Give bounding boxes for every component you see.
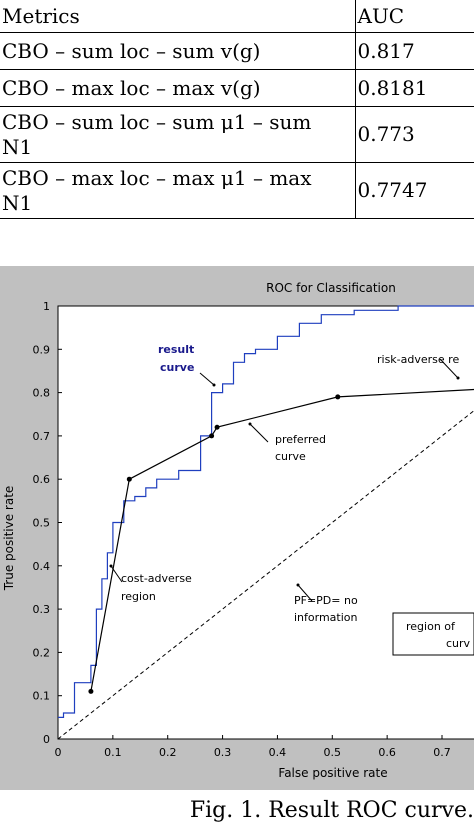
x-tick-label: 0.2 bbox=[159, 746, 177, 759]
annotation-result-curve-1: result bbox=[158, 343, 194, 356]
auc-header: AUC bbox=[354, 0, 474, 33]
y-tick-label: 0.6 bbox=[33, 473, 51, 486]
annotation-preferred-2: curve bbox=[275, 450, 306, 463]
annotation-pfpd-2: information bbox=[294, 611, 358, 624]
data-point bbox=[335, 394, 341, 400]
legend-box bbox=[392, 612, 474, 656]
annotation-arrow-head bbox=[248, 422, 252, 426]
data-point bbox=[88, 688, 94, 694]
annotation-arrow-head bbox=[212, 383, 216, 387]
metric-cell: CBO – sum loc – sum v(g) bbox=[0, 32, 356, 70]
roc-figure: ROC for Classification 0 0.1 0.2 0.3 0.4 0.5 0… bbox=[0, 266, 474, 790]
annotation-cost-adverse-2: region bbox=[121, 590, 156, 603]
x-tick-label: 0.1 bbox=[104, 746, 122, 759]
x-tick-label: 0.4 bbox=[269, 746, 287, 759]
y-tick-label: 0.4 bbox=[33, 560, 51, 573]
annotation-cost-adverse-1: cost-adverse bbox=[121, 572, 192, 585]
y-tick-label: 0 bbox=[43, 733, 50, 746]
annotation-preferred-1: preferred bbox=[275, 433, 326, 446]
annotation-region-of-1: region of bbox=[406, 620, 456, 633]
data-point bbox=[126, 476, 132, 482]
auc-cell: 0.817 bbox=[354, 32, 474, 70]
auc-cell: 0.7747 bbox=[354, 162, 474, 219]
y-tick-label: 1 bbox=[43, 300, 50, 313]
table-row: CBO – sum loc – sum v(g) 0.817 bbox=[0, 32, 474, 70]
annotation-risk-adverse: risk-adverse re bbox=[377, 353, 459, 366]
annotation-arrow bbox=[199, 372, 215, 386]
x-tick-label: 0 bbox=[55, 746, 62, 759]
metrics-header: Metrics bbox=[0, 0, 356, 33]
series-line-0 bbox=[58, 305, 474, 718]
x-tick-label: 0.5 bbox=[324, 746, 342, 759]
y-tick-label: 0.3 bbox=[33, 603, 51, 616]
annotation-arrow-head bbox=[456, 376, 460, 380]
metric-line-2: N1 bbox=[2, 190, 33, 215]
annotation-arrow bbox=[110, 565, 123, 583]
x-tick-label: 0.7 bbox=[433, 746, 451, 759]
figure-caption: Fig. 1. Result ROC curve. bbox=[189, 798, 474, 823]
annotations: result curve risk-adverse re preferred c… bbox=[121, 343, 474, 656]
annotation-arrow-head bbox=[109, 564, 113, 568]
annotation-arrow-head bbox=[296, 583, 300, 587]
metric-cell: CBO – max loc – max v(g) bbox=[0, 69, 356, 107]
y-axis-label: True positive rate bbox=[2, 486, 16, 592]
annotation-result-curve-2: curve bbox=[160, 361, 194, 374]
data-point bbox=[209, 433, 215, 439]
metric-line-1: CBO – max loc – max μ1 – max bbox=[2, 165, 312, 190]
metric-line-1: CBO – sum loc – sum μ1 – sum bbox=[2, 109, 312, 134]
series-line-2 bbox=[57, 410, 474, 740]
x-tick-label: 0.3 bbox=[214, 746, 232, 759]
annotation-arrow bbox=[439, 358, 459, 379]
chart-title: ROC for Classification bbox=[266, 281, 396, 295]
x-axis-label: False positive rate bbox=[278, 766, 387, 780]
data-point bbox=[214, 424, 220, 430]
y-tick-label: 0.5 bbox=[33, 517, 51, 530]
table-row: CBO – max loc – max v(g) 0.8181 bbox=[0, 69, 474, 107]
table-row: CBO – sum loc – sum μ1 – sum N1 0.773 bbox=[0, 106, 474, 163]
annotation-arrow bbox=[297, 584, 313, 602]
table-row: CBO – max loc – max μ1 – max N1 0.7747 bbox=[0, 162, 474, 219]
metric-line-2: N1 bbox=[2, 134, 33, 159]
metrics-auc-table: Metrics AUC CBO – sum loc – sum v(g) 0.8… bbox=[0, 0, 474, 219]
y-tick-label: 0.7 bbox=[33, 430, 51, 443]
metric-cell: CBO – max loc – max μ1 – max N1 bbox=[0, 162, 356, 219]
annotation-arrow bbox=[249, 423, 269, 443]
x-tick-label: 0.6 bbox=[378, 746, 396, 759]
auc-cell: 0.8181 bbox=[354, 69, 474, 107]
y-tick-label: 0.1 bbox=[33, 690, 51, 703]
y-tick-label: 0.8 bbox=[33, 387, 51, 400]
y-tick-label: 0.9 bbox=[33, 343, 51, 356]
series-line-1 bbox=[90, 388, 474, 692]
metric-cell: CBO – sum loc – sum μ1 – sum N1 bbox=[0, 106, 356, 163]
y-tick-label: 0.2 bbox=[33, 646, 51, 659]
table-header-row: Metrics AUC bbox=[0, 0, 474, 33]
plot-area bbox=[57, 305, 474, 740]
annotation-region-of-2: curv bbox=[446, 637, 471, 650]
auc-cell: 0.773 bbox=[354, 106, 474, 163]
axis-ticks: 0 0.1 0.2 0.3 0.4 0.5 0.6 0.7 0 0.1 0.2 0.3 0.4 0.5 0.… bbox=[33, 300, 451, 759]
series-lines bbox=[57, 305, 474, 740]
roc-chart: ROC for Classification 0 0.1 0.2 0.3 0.4 0.5 0… bbox=[2, 281, 474, 780]
annotation-pfpd-1: PF=PD= no bbox=[294, 594, 358, 607]
